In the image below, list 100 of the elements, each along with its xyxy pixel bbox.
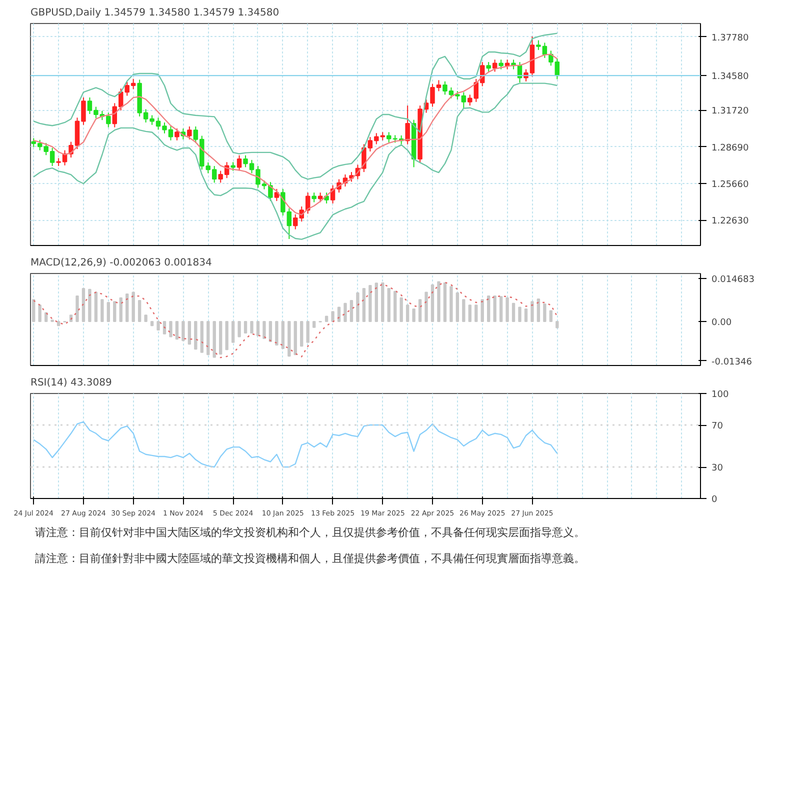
bar: [456, 292, 460, 322]
bar: [300, 321, 304, 347]
bar: [38, 304, 42, 322]
bar: [56, 321, 60, 326]
candlestick: [498, 59, 504, 70]
bar: [194, 321, 198, 350]
bar: [262, 321, 266, 340]
y-tick-label: 1.37780: [712, 33, 749, 44]
bar: [356, 292, 360, 322]
bar: [256, 321, 260, 336]
bar: [536, 298, 540, 322]
bar: [518, 306, 522, 322]
bar: [288, 321, 291, 357]
bar: [362, 288, 366, 322]
line-series: [33, 32, 558, 180]
bar: [113, 301, 116, 322]
bar: [499, 296, 503, 322]
bar: [82, 288, 86, 322]
bar: [268, 321, 272, 342]
bar: [424, 292, 428, 322]
bar: [94, 292, 98, 322]
candlestick: [324, 192, 329, 204]
y-tick-label: 1.28690: [712, 143, 749, 154]
line-series: [33, 282, 558, 358]
bar: [506, 297, 509, 322]
bar: [324, 316, 328, 322]
bar: [231, 321, 235, 343]
candlestick: [386, 132, 392, 143]
candlestick: [174, 128, 180, 141]
bar: [156, 321, 160, 331]
bar: [306, 321, 310, 343]
bar: [512, 302, 516, 322]
bar: [281, 321, 285, 350]
bar: [368, 285, 372, 322]
bar: [400, 297, 403, 322]
bar: [219, 321, 222, 355]
bar: [250, 321, 254, 334]
bar: [450, 286, 453, 322]
bar: [394, 290, 397, 322]
bar: [88, 288, 92, 322]
bar: [412, 308, 416, 322]
bar: [418, 299, 422, 322]
bar: [331, 311, 334, 322]
bar: [493, 296, 496, 322]
bar: [144, 314, 148, 322]
bar: [294, 321, 297, 356]
bar: [212, 321, 216, 358]
candlestick: [312, 192, 316, 203]
bar: [374, 282, 378, 322]
text: 請注意：目前僅針對非中國大陸區域的華文投資機構和個人，且僅提供參考價值，不具備任何現實層面指導意義。: [35, 550, 585, 566]
ref-line-label: 1.34580: [712, 72, 749, 82]
bar: [344, 302, 347, 322]
bar: [32, 299, 36, 322]
bar: [138, 300, 142, 322]
bar: [556, 321, 559, 328]
bar: [100, 299, 104, 322]
y-tick-label: 1.31720: [712, 106, 749, 117]
bar: [119, 297, 122, 322]
bar: [225, 321, 228, 350]
bar: [132, 292, 135, 322]
bar: [162, 321, 166, 334]
line-series: [33, 82, 558, 240]
bar: [238, 321, 241, 338]
bar: [200, 321, 204, 353]
bar: [443, 282, 447, 322]
bar: [381, 282, 384, 322]
bar: [437, 281, 440, 322]
candlestick: [405, 105, 410, 145]
candlestick: [236, 154, 242, 172]
y-tick-label: 1.22630: [712, 216, 749, 226]
bar: [474, 304, 478, 322]
bar: [126, 294, 129, 322]
bar: [244, 321, 248, 334]
bar: [76, 296, 79, 322]
bar: [462, 299, 466, 322]
bar: [206, 321, 210, 356]
chart-title: GBPUSD,Daily 1.34579 1.34580 1.34579 1.34580: [30, 8, 280, 18]
chart-title: RSI(14) 43.3089: [30, 378, 112, 388]
bar: [169, 321, 172, 338]
candlestick: [106, 112, 111, 128]
bar: [524, 308, 528, 322]
bar: [188, 321, 192, 345]
bar: [430, 284, 434, 322]
bar: [150, 321, 154, 326]
y-tick-label: 0.014683: [712, 275, 754, 286]
y-tick-label: -0.01346: [712, 357, 752, 368]
bar: [337, 306, 341, 322]
candlestick: [187, 126, 192, 140]
line-series: [33, 421, 558, 468]
y-tick-label: 1.25660: [712, 180, 749, 190]
y-tick-label: 100: [712, 390, 729, 400]
text: 请注意：目前仅针对非中国大陆区域的华文投资机构和个人，且仅提供参考价值，不具备任何现实层面指导意义。: [35, 525, 585, 541]
bar: [530, 301, 534, 322]
y-tick-label: 0: [712, 495, 718, 505]
chart-title: MACD(12,26,9) -0.002063 0.001834: [30, 258, 212, 268]
bar: [387, 288, 390, 322]
y-tick-label: 70: [712, 422, 724, 432]
bar: [480, 299, 484, 322]
bar: [275, 321, 278, 346]
bar: [549, 310, 553, 322]
